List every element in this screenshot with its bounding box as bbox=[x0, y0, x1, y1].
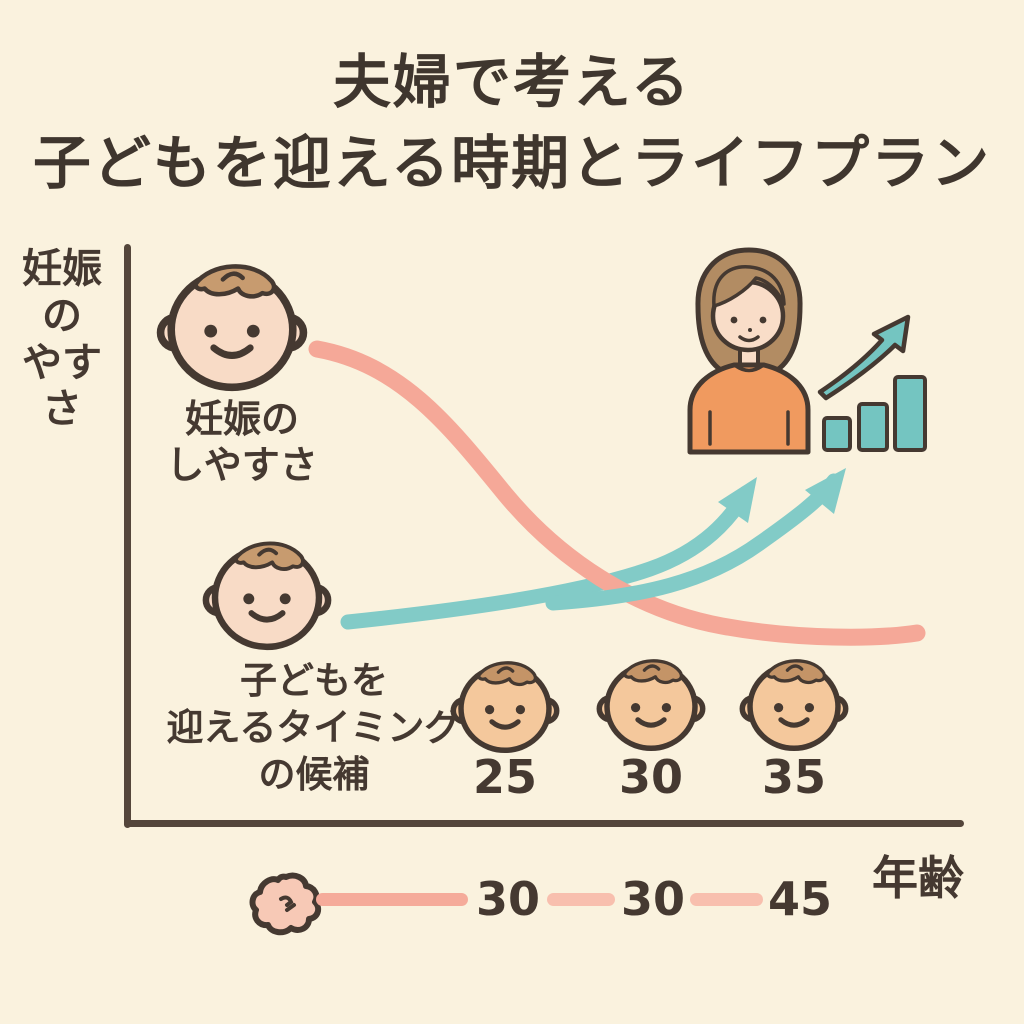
x-axis-line bbox=[124, 820, 964, 827]
title-line-1: 夫婦で考える bbox=[332, 48, 692, 116]
candidate-age-1: 25 bbox=[472, 750, 537, 804]
scribble-blob-icon bbox=[249, 872, 322, 936]
baby-face-icon-age-30 bbox=[596, 646, 706, 756]
baby-face-icon-timing bbox=[202, 526, 332, 656]
y-axis-line bbox=[124, 244, 131, 828]
fertility-curve-label: 妊娠の しやすさ bbox=[166, 397, 318, 488]
rising-bar-chart-icon bbox=[817, 314, 927, 452]
title-line-2: 子どもを迎える時期とライフプラン bbox=[32, 129, 992, 198]
up-right-arrow-icon bbox=[817, 314, 911, 401]
page-title: 夫婦で考える 子どもを迎える時期とライフプラン bbox=[0, 42, 1024, 204]
timeline-value-3: 45 bbox=[768, 872, 833, 926]
woman-icon bbox=[687, 247, 811, 455]
baby-face-icon-fertility bbox=[156, 246, 308, 398]
baby-face-icon-age-25 bbox=[450, 648, 560, 758]
baby-face-icon-age-35 bbox=[739, 646, 849, 756]
candidate-age-2: 30 bbox=[618, 750, 683, 804]
timeline-dash-2 bbox=[690, 893, 763, 906]
timing-curve-branch bbox=[545, 473, 842, 611]
timeline-value-2: 30 bbox=[621, 872, 686, 926]
timing-arrowhead-1 bbox=[718, 477, 757, 523]
timing-arrowhead-2 bbox=[805, 468, 846, 514]
timing-curve-trunk bbox=[340, 485, 754, 630]
y-axis-label: 妊娠 の やすさ bbox=[22, 246, 102, 433]
timing-curve-label: 子どもを 迎えるタイミング の候補 bbox=[166, 659, 462, 796]
timeline-dash-1 bbox=[547, 893, 615, 906]
candidate-age-3: 35 bbox=[761, 750, 826, 804]
x-axis-label: 年齢 bbox=[872, 851, 964, 905]
timeline-value-1: 30 bbox=[476, 872, 541, 926]
timeline-line bbox=[316, 893, 468, 906]
